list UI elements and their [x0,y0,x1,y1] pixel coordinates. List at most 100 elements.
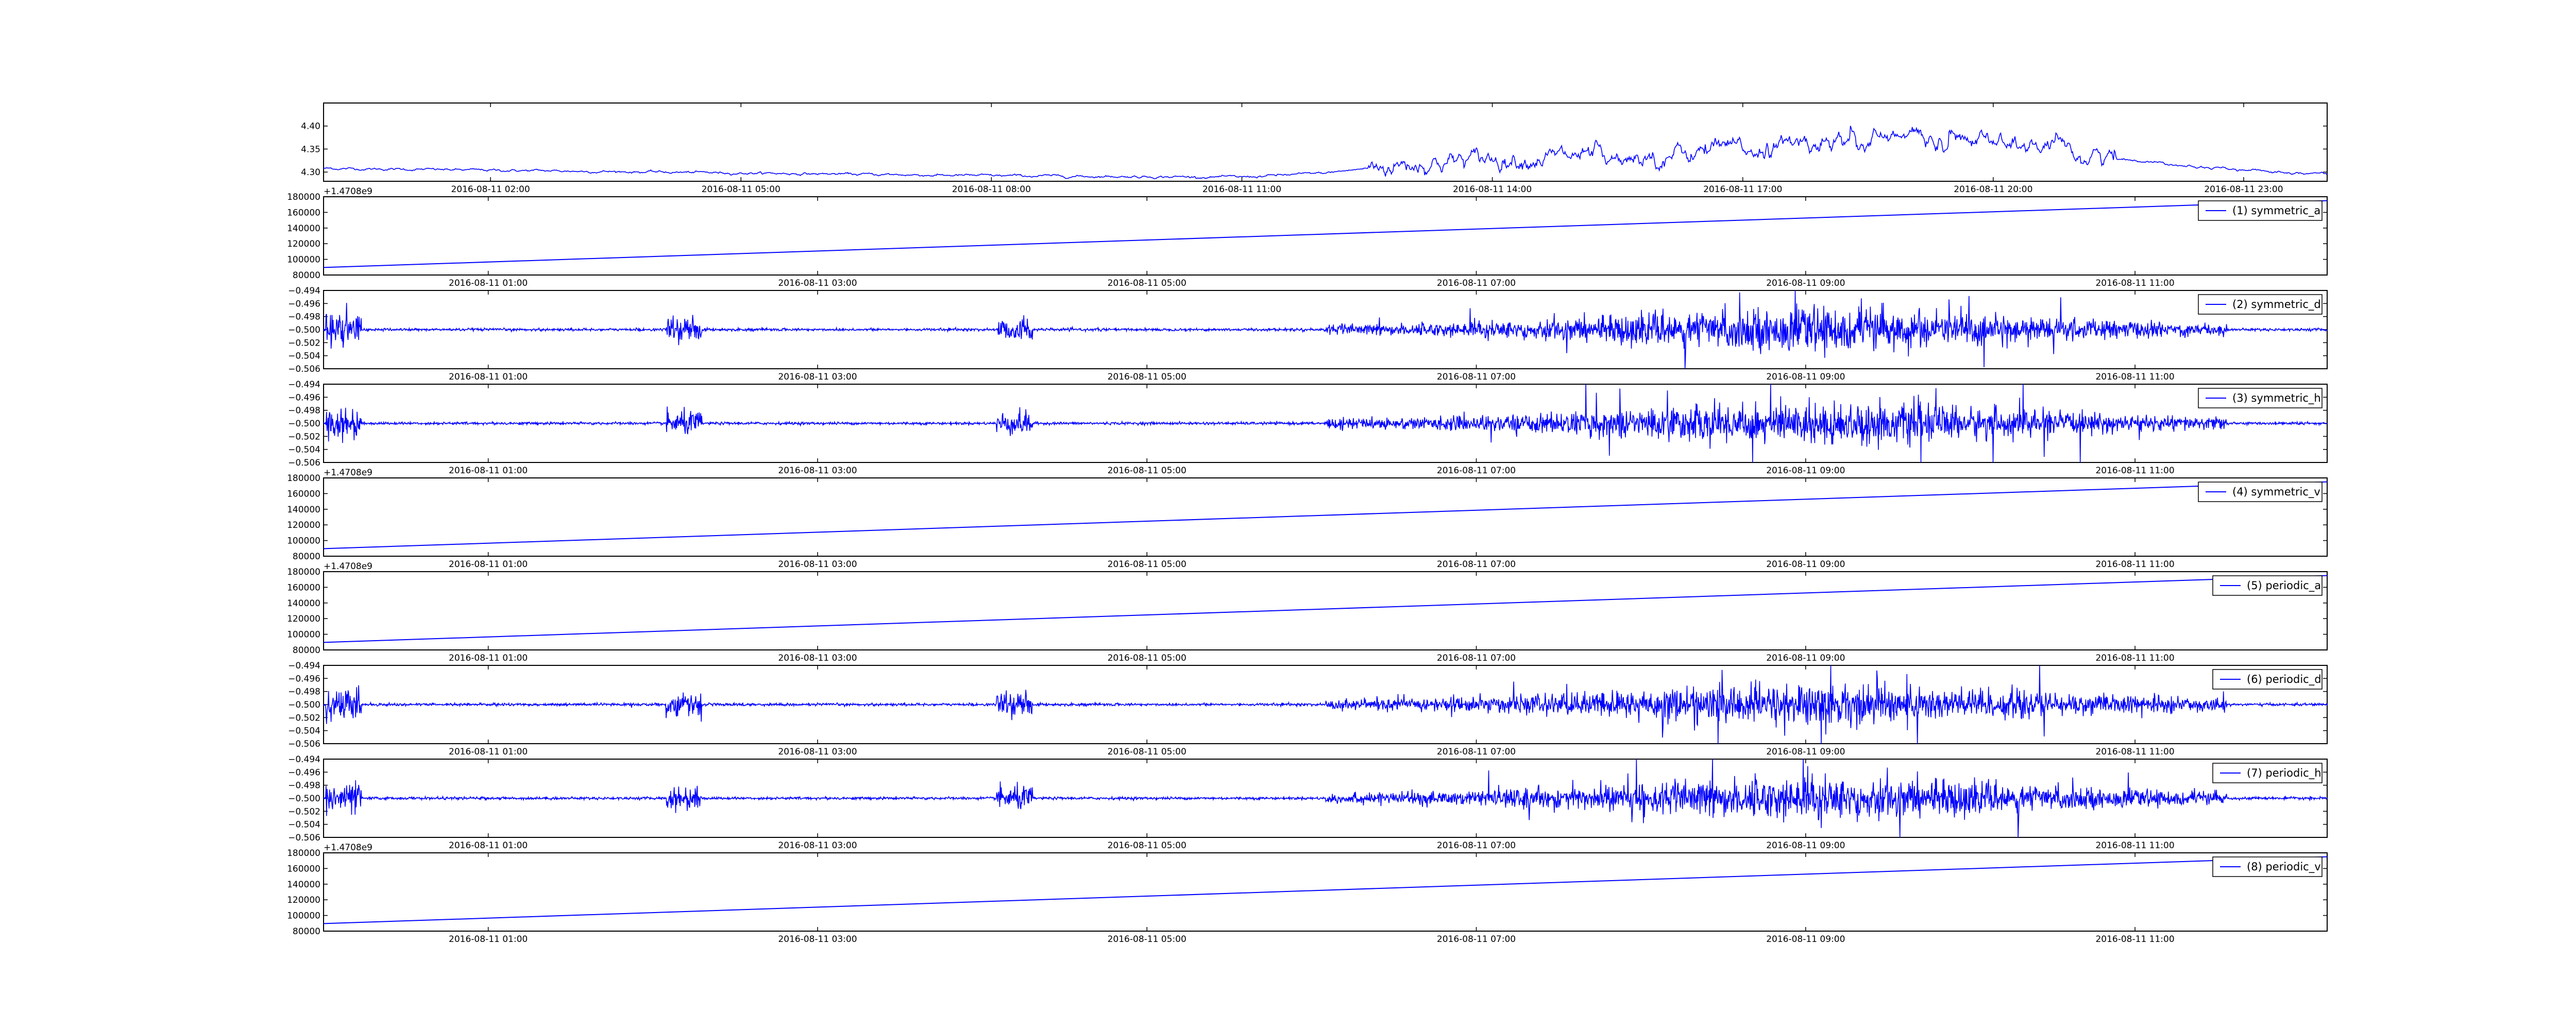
series-line [323,575,2328,643]
series-line [323,126,2328,180]
y-tick-label: −0.500 [288,419,320,429]
series-line [323,856,2328,924]
x-tick-label: 2016-08-11 01:00 [449,747,528,757]
y-tick-label: 4.35 [301,144,320,154]
y-tick-label: −0.494 [288,754,320,765]
x-tick-label: 2016-08-11 20:00 [1954,184,2032,195]
axes-frame [323,196,2328,276]
y-tick-label: 180000 [287,567,320,577]
axes-frame [323,571,2328,650]
y-tick-label: −0.500 [288,700,320,710]
x-tick-label: 2016-08-11 07:00 [1437,747,1516,757]
y-tick-label: −0.498 [288,687,320,697]
x-tick-label: 2016-08-11 09:00 [1766,653,1845,663]
y-tick-label: 100000 [287,630,320,640]
x-tick-label: 2016-08-11 09:00 [1766,747,1845,757]
y-tick-label: 80000 [293,270,320,281]
x-tick-label: 2016-08-11 03:00 [778,934,857,945]
x-tick-label: 2016-08-11 09:00 [1766,466,1845,476]
y-tick-label: 160000 [287,864,320,874]
x-tick-label: 2016-08-11 03:00 [778,747,857,757]
y-tick-label: −0.494 [288,286,320,296]
y-tick-label: −0.506 [288,739,320,749]
y-tick-label: 80000 [293,645,320,656]
y-tick-label: 100000 [287,911,320,921]
y-tick-label: −0.506 [288,833,320,843]
y-tick-label: 120000 [287,614,320,624]
x-tick-label: 2016-08-11 03:00 [778,653,857,663]
y-offset-label: +1.4708e9 [324,561,372,572]
x-tick-label: 2016-08-11 07:00 [1437,840,1516,851]
x-tick-label: 2016-08-11 09:00 [1766,372,1845,382]
x-tick-label: 2016-08-11 01:00 [449,559,528,570]
subplot-7: −0.494 −0.496 −0.498 −0.500 −0.502 −0.504 −0.5… [288,661,2328,757]
y-tick-label: −0.504 [288,351,320,362]
legend-label: (7) periodic_h [2247,767,2321,780]
x-tick-label: 2016-08-11 03:00 [778,840,857,851]
y-tick-label: −0.496 [288,767,320,778]
subplot-4: −0.494 −0.496 −0.498 −0.500 −0.502 −0.504 −0.5… [288,380,2328,476]
x-tick-label: 2016-08-11 11:00 [2095,466,2174,476]
x-tick-label: 2016-08-11 11:00 [2095,934,2174,945]
series-line [323,200,2328,268]
y-tick-label: 100000 [287,255,320,265]
y-tick-label: −0.494 [288,661,320,671]
x-tick-label: 2016-08-11 01:00 [449,466,528,476]
x-tick-label: 2016-08-11 01:00 [449,653,528,663]
y-tick-label: −0.504 [288,726,320,736]
y-tick-label: 140000 [287,598,320,609]
x-tick-label: 2016-08-11 05:00 [1108,934,1187,945]
y-tick-label: −0.502 [288,713,320,723]
y-tick-label: 4.40 [301,122,320,132]
axes-frame [323,477,2328,557]
y-tick-label: 180000 [287,192,320,202]
subplot-5: 80000 100000 120000 140000 160000 180000 2016-… [287,468,2328,570]
y-tick-label: 140000 [287,880,320,890]
y-tick-label: 160000 [287,208,320,218]
y-tick-label: −0.496 [288,392,320,403]
y-tick-label: −0.506 [288,364,320,374]
x-tick-label: 2016-08-11 09:00 [1766,559,1845,570]
y-tick-label: 180000 [287,848,320,859]
legend-label: (3) symmetric_h [2232,392,2321,405]
y-tick-label: 80000 [293,926,320,937]
x-tick-label: 2016-08-11 03:00 [778,466,857,476]
x-tick-label: 2016-08-11 03:00 [778,372,857,382]
x-tick-label: 2016-08-11 05:00 [1108,747,1187,757]
legend-label: (4) symmetric_v [2232,486,2320,499]
y-tick-label: −0.506 [288,458,320,468]
x-tick-label: 2016-08-11 07:00 [1437,278,1516,288]
y-tick-label: −0.500 [288,325,320,335]
y-tick-label: 160000 [287,489,320,499]
series-line [323,290,2328,369]
x-tick-label: 2016-08-11 09:00 [1766,934,1845,945]
x-tick-label: 2016-08-11 09:00 [1766,840,1845,851]
x-tick-label: 2016-08-11 05:00 [1108,840,1187,851]
x-tick-label: 2016-08-11 11:00 [2095,559,2174,570]
y-tick-label: 100000 [287,536,320,546]
subplot-9: 80000 100000 120000 140000 160000 180000 2016-… [287,843,2328,945]
y-tick-label: −0.496 [288,299,320,309]
y-tick-label: 80000 [293,552,320,562]
x-tick-label: 2016-08-11 07:00 [1437,934,1516,945]
y-tick-label: −0.502 [288,338,320,348]
y-tick-label: 120000 [287,520,320,530]
y-tick-label: 180000 [287,473,320,484]
legend-label: (1) symmetric_a [2232,204,2320,217]
series-line [323,665,2328,744]
legend-label: (8) periodic_v [2247,861,2321,873]
subplot-1: 4.30 4.35 4.40 2016-08-11 02:00 2016-08-11 0… [301,102,2328,195]
x-tick-label: 2016-08-11 05:00 [1108,278,1187,288]
y-tick-label: 120000 [287,239,320,249]
subplot-2: 80000 100000 120000 140000 160000 180000 2016-… [287,186,2328,288]
y-tick-label: 140000 [287,224,320,234]
y-tick-label: 160000 [287,582,320,593]
y-offset-label: +1.4708e9 [324,186,372,197]
y-tick-label: −0.496 [288,674,320,684]
x-tick-label: 2016-08-11 07:00 [1437,559,1516,570]
y-tick-label: −0.504 [288,445,320,455]
x-tick-label: 2016-08-11 14:00 [1453,184,1532,195]
x-tick-label: 2016-08-11 11:00 [2095,653,2174,663]
x-tick-label: 2016-08-11 01:00 [449,278,528,288]
